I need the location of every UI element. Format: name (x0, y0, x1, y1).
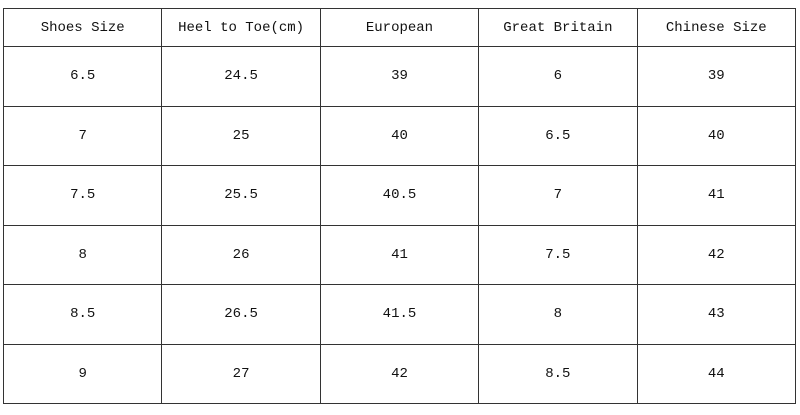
table-row: 6.5 24.5 39 6 39 (2, 46, 797, 107)
cell: 26 (161, 224, 321, 285)
cell: 7 (2, 105, 163, 166)
cell: 43 (636, 284, 797, 345)
cell: 39 (319, 46, 480, 107)
table-row: 7.5 25.5 40.5 7 41 (2, 165, 797, 226)
cell: 41.5 (319, 284, 480, 345)
cell: 6 (478, 46, 638, 107)
cell: 7 (478, 165, 638, 226)
cell: 41 (319, 224, 480, 285)
cell: 7.5 (478, 224, 638, 285)
cell: 8.5 (478, 343, 638, 404)
cell: 8.5 (2, 284, 163, 345)
cell: 27 (161, 343, 321, 404)
size-table: Shoes Size Heel to Toe(cm) European Great B… (2, 8, 797, 404)
table-row: 8 26 41 7.5 42 (2, 224, 797, 285)
cell: 6.5 (2, 46, 163, 107)
cell: 42 (319, 343, 480, 404)
header-cell: European (319, 8, 480, 47)
cell: 25 (161, 105, 321, 166)
cell: 25.5 (161, 165, 321, 226)
header-cell: Great Britain (478, 8, 638, 47)
cell: 40 (636, 105, 797, 166)
cell: 42 (636, 224, 797, 285)
table-row: 9 27 42 8.5 44 (2, 343, 797, 404)
cell: 40.5 (319, 165, 480, 226)
header-cell: Chinese Size (636, 8, 797, 47)
header-cell: Heel to Toe(cm) (161, 8, 321, 47)
table-body: Shoes Size Heel to Toe(cm) European Great B… (2, 8, 797, 404)
table-row: 7 25 40 6.5 40 (2, 105, 797, 166)
header-cell: Shoes Size (2, 8, 163, 47)
cell: 40 (319, 105, 480, 166)
cell: 44 (636, 343, 797, 404)
header-row: Shoes Size Heel to Toe(cm) European Great B… (2, 8, 797, 47)
cell: 26.5 (161, 284, 321, 345)
cell: 8 (2, 224, 163, 285)
cell: 24.5 (161, 46, 321, 107)
cell: 7.5 (2, 165, 163, 226)
cell: 39 (636, 46, 797, 107)
cell: 6.5 (478, 105, 638, 166)
cell: 9 (2, 343, 163, 404)
cell: 8 (478, 284, 638, 345)
table-row: 8.5 26.5 41.5 8 43 (2, 284, 797, 345)
cell: 41 (636, 165, 797, 226)
